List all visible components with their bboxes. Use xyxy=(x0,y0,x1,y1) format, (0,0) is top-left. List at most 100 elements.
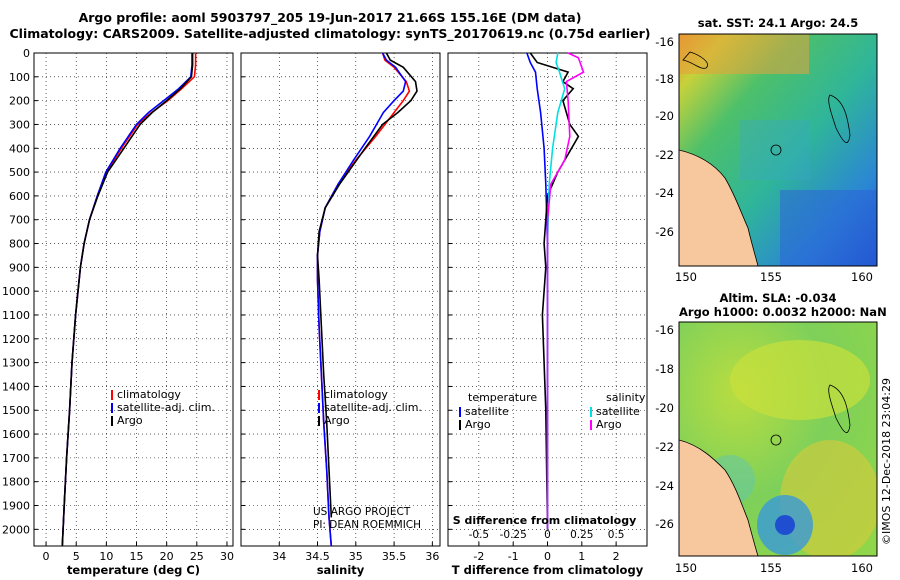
x-tick-label: 0 xyxy=(544,550,551,563)
x-tick-label: 35 xyxy=(349,550,363,563)
x-axis-label: salinity xyxy=(317,563,365,577)
sst-lat-tick-label: -22 xyxy=(655,148,674,162)
x-axis-label: temperature (deg C) xyxy=(67,563,200,577)
top-tick-label: 0.25 xyxy=(570,529,593,541)
series-line-temperature-argo xyxy=(529,52,580,530)
sla-lat-tick-label: -22 xyxy=(655,440,674,454)
legend-label: Argo xyxy=(596,418,622,431)
legend-label: Argo xyxy=(465,418,491,431)
x-tick-label: 34.5 xyxy=(305,550,330,563)
sst-lat-tick-label: -24 xyxy=(655,186,674,200)
salinity-panel: 34 34.5 35 35.5 36 salinity climatologysatelli… xyxy=(240,52,441,577)
title-line-1: Argo profile: aoml 5903797_205 19-Jun-20… xyxy=(78,10,582,25)
depth-tick-label: 1800 xyxy=(2,476,30,489)
sst-lat-tick-label: -16 xyxy=(655,35,674,49)
depth-tick-label: 600 xyxy=(9,190,30,203)
series-line-climatology xyxy=(316,52,411,547)
series-line-salinity-argo xyxy=(546,52,585,530)
x-tick-label: 1 xyxy=(578,550,585,563)
x-tick-label: 25 xyxy=(190,550,204,563)
x-tick-label: 20 xyxy=(160,550,174,563)
x-tick-label: 36 xyxy=(425,550,439,563)
legend-label: satellite-adj. clim. xyxy=(324,401,422,414)
depth-tick-label: 400 xyxy=(9,142,30,155)
legend-title-salinity: salinity xyxy=(606,391,646,404)
sst-lat-tick-label: -18 xyxy=(655,72,674,86)
depth-tick-label: 1000 xyxy=(2,285,30,298)
top-tick-label: 0.5 xyxy=(608,529,625,541)
x-tick-label: 34 xyxy=(272,550,286,563)
difference-panel: -2 -1 0 1 2T difference from climatology S di… xyxy=(447,52,648,577)
top-tick-label: -0.25 xyxy=(500,529,527,541)
x-tick-label: 10 xyxy=(99,550,113,563)
series-line-satellite-adj-clim- xyxy=(316,52,407,547)
sla-lon-tick-label: 160 xyxy=(851,561,873,575)
depth-tick-label: 1700 xyxy=(2,452,30,465)
depth-tick-label: 1200 xyxy=(2,333,30,346)
x-tick-label: 15 xyxy=(130,550,144,563)
sla-lat-tick-label: -20 xyxy=(655,401,674,415)
sst-lat-tick-label: -26 xyxy=(655,225,674,239)
top-axis-label: S difference from climatology xyxy=(453,514,637,527)
sla-lon-tick-label: 155 xyxy=(760,561,782,575)
temperature-panel: 0 5 10 15 20 25 30 temperature (deg C) climatolo… xyxy=(33,52,234,577)
depth-tick-label: 200 xyxy=(9,95,30,108)
sst-lat-tick-label: -20 xyxy=(655,109,674,123)
sst-lon-tick-label: 155 xyxy=(760,270,782,284)
project-annotation: US ARGO PROJECT xyxy=(313,506,411,518)
legend-label: satellite xyxy=(465,405,509,418)
title-line-2: Climatology: CARS2009. Satellite-adjuste… xyxy=(9,26,651,41)
x-tick-label: 2 xyxy=(613,550,620,563)
sst-lon-tick-label: 150 xyxy=(675,270,697,284)
sla-lat-tick-label: -26 xyxy=(655,517,674,531)
project-annotation: PI: DEAN ROEMMICH xyxy=(313,519,421,531)
depth-tick-label: 500 xyxy=(9,166,30,179)
depth-tick-label: 300 xyxy=(9,118,30,131)
x-tick-label: 0 xyxy=(43,550,50,563)
top-tick-label: 0 xyxy=(544,529,551,541)
plot-frame xyxy=(240,52,441,547)
legend-label: climatology xyxy=(117,388,181,401)
depth-tick-label: 2000 xyxy=(2,523,30,536)
x-tick-label: 30 xyxy=(220,550,234,563)
sla-lat-tick-label: -16 xyxy=(655,323,674,337)
series-line-satellite-adj-clim- xyxy=(61,53,193,547)
sst-map xyxy=(678,33,878,267)
depth-tick-label: 900 xyxy=(9,261,30,274)
depth-tick-label: 1500 xyxy=(2,404,30,417)
x-axis-label: T difference from climatology xyxy=(452,563,644,577)
depth-tick-label: 800 xyxy=(9,238,30,251)
sla-map-title-1: Altim. SLA: -0.034 xyxy=(719,291,837,305)
sla-lat-tick-label: -18 xyxy=(655,362,674,376)
depth-tick-label: 1600 xyxy=(2,428,30,441)
depth-tick-label: 1900 xyxy=(2,500,30,513)
sst-lon-tick-label: 160 xyxy=(851,270,873,284)
depth-tick-label: 1400 xyxy=(2,380,30,393)
depth-tick-label: 700 xyxy=(9,214,30,227)
x-tick-label: 5 xyxy=(73,550,80,563)
legend-label: Argo xyxy=(324,414,350,427)
plot-frame xyxy=(33,52,234,547)
x-tick-label: -1 xyxy=(508,550,519,563)
copyright-watermark: ©IMOS 12-Dec-2018 23:04:29 xyxy=(880,378,893,545)
figure-title: Argo profile: aoml 5903797_205 19-Jun-20… xyxy=(0,10,660,42)
depth-tick-label: 100 xyxy=(9,71,30,84)
series-line-climatology xyxy=(61,53,197,547)
depth-tick-label: 0 xyxy=(23,47,30,60)
series-line-argo xyxy=(61,53,194,547)
sla-lon-tick-label: 150 xyxy=(675,561,697,575)
x-tick-label: -2 xyxy=(473,550,484,563)
top-tick-label: -0.5 xyxy=(469,529,490,541)
sla-map-title-2: Argo h1000: 0.0032 h2000: NaN xyxy=(679,305,887,319)
series-line-argo xyxy=(316,52,418,518)
legend-title-temperature: temperature xyxy=(468,391,537,404)
sst-map-title: sat. SST: 24.1 Argo: 24.5 xyxy=(697,16,859,30)
sla-lat-tick-label: -24 xyxy=(655,479,674,493)
depth-tick-label: 1300 xyxy=(2,357,30,370)
sla-map xyxy=(678,321,878,557)
legend-label: satellite-adj. clim. xyxy=(117,401,215,414)
legend-label: satellite xyxy=(596,405,640,418)
depth-tick-label: 1100 xyxy=(2,309,30,322)
legend-label: climatology xyxy=(324,388,388,401)
